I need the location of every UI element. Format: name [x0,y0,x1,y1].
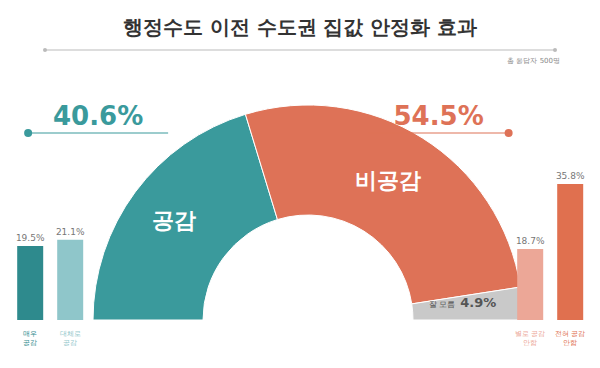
svg-text:비공감: 비공감 [355,168,421,193]
svg-text:잘 모름4.9%: 잘 모름4.9% [429,295,497,310]
svg-text:별로 공감안함: 별로 공감안함 [515,330,545,347]
svg-text:21.1%: 21.1% [56,227,85,237]
svg-text:매우공감: 매우공감 [23,330,37,347]
svg-text:공감: 공감 [152,208,196,233]
html-text:행정수도 이전 수도권 집값 안정화 효과: 행정수도 이전 수도권 집값 안정화 효과 [122,15,478,39]
svg-text:18.7%: 18.7% [516,236,545,246]
svg-text:대체로공감: 대체로공감 [60,330,81,347]
svg-text:35.8%: 35.8% [556,171,585,181]
svg-text:19.5%: 19.5% [16,233,45,243]
svg-text:40.6%: 40.6% [53,101,143,131]
svg-text:54.5%: 54.5% [394,101,484,131]
html-text:총 응답자 500명: 총 응답자 500명 [507,57,560,65]
svg-text:전혀 공감안함: 전혀 공감안함 [555,330,585,347]
